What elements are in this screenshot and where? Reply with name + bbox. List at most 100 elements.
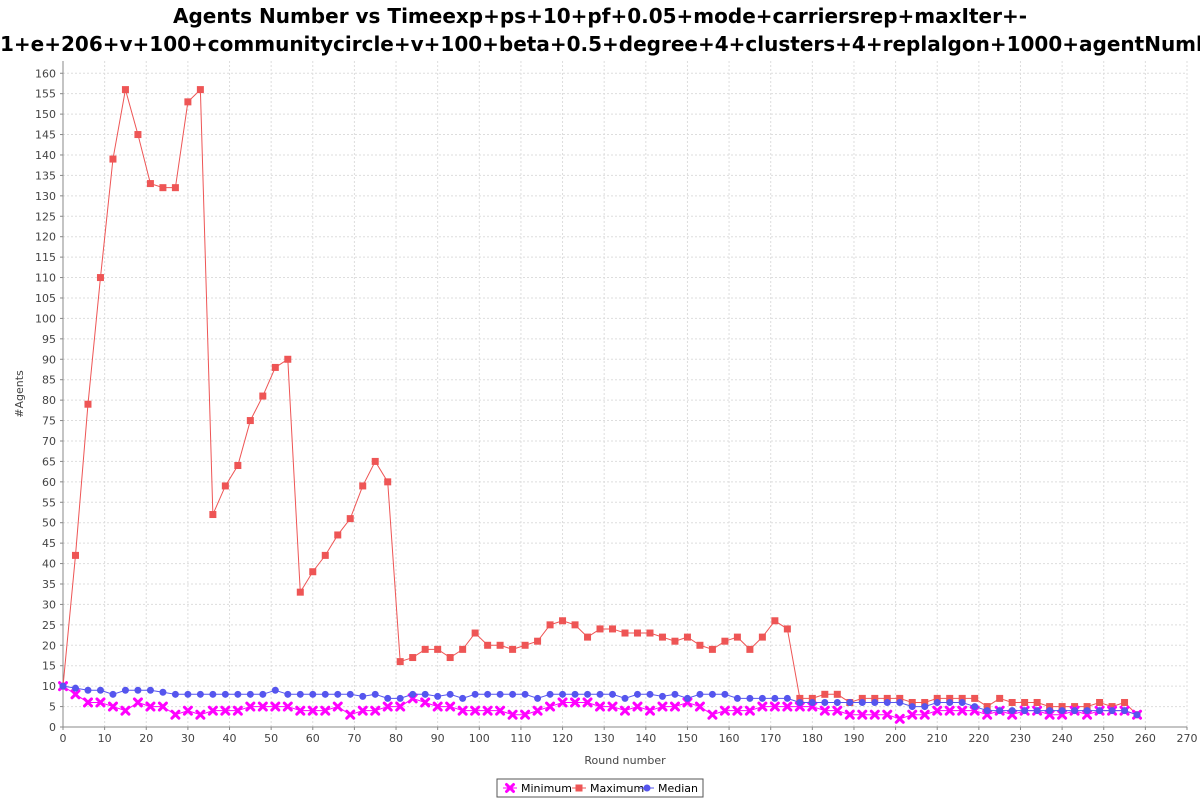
y-tick-label: 140 [35, 149, 56, 162]
y-tick-label: 0 [49, 721, 56, 734]
data-point-maximum [584, 633, 592, 641]
data-point-median [658, 692, 666, 700]
data-point-minimum [819, 705, 830, 716]
data-point-minimum [232, 705, 243, 716]
data-point-maximum [284, 355, 292, 363]
data-point-median [134, 686, 142, 694]
data-point-maximum [1033, 698, 1041, 706]
data-point-median [1133, 711, 1141, 719]
data-point-median [821, 698, 829, 706]
y-tick-label: 45 [42, 537, 56, 550]
data-point-minimum [495, 705, 506, 716]
data-point-median [234, 690, 242, 698]
data-point-maximum [896, 694, 904, 702]
data-point-minimum [595, 701, 606, 712]
data-point-median [434, 692, 442, 700]
data-point-maximum [409, 654, 417, 662]
data-point-minimum [932, 705, 943, 716]
data-point-maximum [396, 658, 404, 666]
y-tick-label: 5 [49, 701, 56, 714]
data-point-minimum [245, 701, 256, 712]
x-tick-label: 170 [760, 732, 781, 745]
x-tick-label: 250 [1093, 732, 1114, 745]
data-point-median [521, 690, 529, 698]
y-tick-label: 150 [35, 108, 56, 121]
data-point-median [84, 686, 92, 694]
data-point-maximum [1071, 703, 1079, 711]
chart-title-line-2: 1+e+206+v+100+communitycircle+v+100+beta… [0, 32, 1200, 56]
data-point-minimum [82, 697, 93, 708]
data-point-minimum [719, 705, 730, 716]
data-point-minimum [170, 709, 181, 720]
data-point-median [1033, 707, 1041, 715]
data-point-maximum [446, 654, 454, 662]
data-point-median [1021, 707, 1029, 715]
data-point-median [421, 690, 429, 698]
y-tick-label: 75 [42, 415, 56, 428]
data-point-minimum [907, 709, 918, 720]
y-tick-label: 10 [42, 680, 56, 693]
data-point-maximum [84, 400, 92, 408]
y-tick-label: 105 [35, 292, 56, 305]
data-point-maximum [933, 694, 941, 702]
x-tick-label: 120 [552, 732, 573, 745]
x-tick-label: 160 [719, 732, 740, 745]
data-point-maximum [334, 531, 342, 539]
data-point-minimum [632, 701, 643, 712]
legend-label-maximum: Maximum [590, 782, 644, 795]
data-point-median [858, 698, 866, 706]
data-point-maximum [883, 694, 891, 702]
data-point-minimum [532, 705, 543, 716]
data-point-median [683, 694, 691, 702]
data-point-minimum [107, 701, 118, 712]
data-point-minimum [832, 705, 843, 716]
data-point-median [908, 703, 916, 711]
data-point-median [359, 692, 367, 700]
data-point-median [109, 690, 117, 698]
data-point-median [758, 694, 766, 702]
y-tick-label: 130 [35, 190, 56, 203]
y-tick-label: 70 [42, 435, 56, 448]
data-point-median [184, 690, 192, 698]
y-tick-label: 25 [42, 619, 56, 632]
data-point-median [983, 707, 991, 715]
data-point-median [1108, 707, 1116, 715]
data-point-median [221, 690, 229, 698]
data-point-median [171, 690, 179, 698]
data-point-maximum [121, 86, 129, 94]
data-point-median [159, 688, 167, 696]
data-point-maximum [271, 363, 279, 371]
y-tick-label: 110 [35, 272, 56, 285]
data-point-minimum [207, 705, 218, 716]
data-point-minimum [345, 709, 356, 720]
data-point-median [384, 694, 392, 702]
data-point-median [896, 698, 904, 706]
data-point-minimum [944, 705, 955, 716]
y-tick-label: 50 [42, 517, 56, 530]
data-point-maximum [384, 478, 392, 486]
legend-label-median: Median [658, 782, 698, 795]
data-point-minimum [919, 709, 930, 720]
data-point-maximum [958, 694, 966, 702]
y-tick-label: 160 [35, 67, 56, 80]
data-point-median [1046, 707, 1054, 715]
x-axis-label: Round number [584, 754, 666, 767]
data-point-minimum [357, 705, 368, 716]
data-point-maximum [246, 417, 254, 425]
data-point-minimum [582, 697, 593, 708]
data-point-minimum [295, 705, 306, 716]
data-point-maximum [596, 625, 604, 633]
y-tick-label: 125 [35, 210, 56, 223]
data-point-maximum [534, 637, 542, 645]
x-tick-label: 240 [1052, 732, 1073, 745]
data-point-maximum [496, 641, 504, 649]
data-point-maximum [783, 625, 791, 633]
data-point-minimum [669, 701, 680, 712]
data-point-maximum [1083, 703, 1091, 711]
data-point-minimum [657, 701, 668, 712]
data-point-maximum [858, 694, 866, 702]
series-median [59, 682, 1141, 719]
data-point-maximum [171, 184, 179, 192]
data-point-median [371, 690, 379, 698]
data-point-maximum [546, 621, 554, 629]
